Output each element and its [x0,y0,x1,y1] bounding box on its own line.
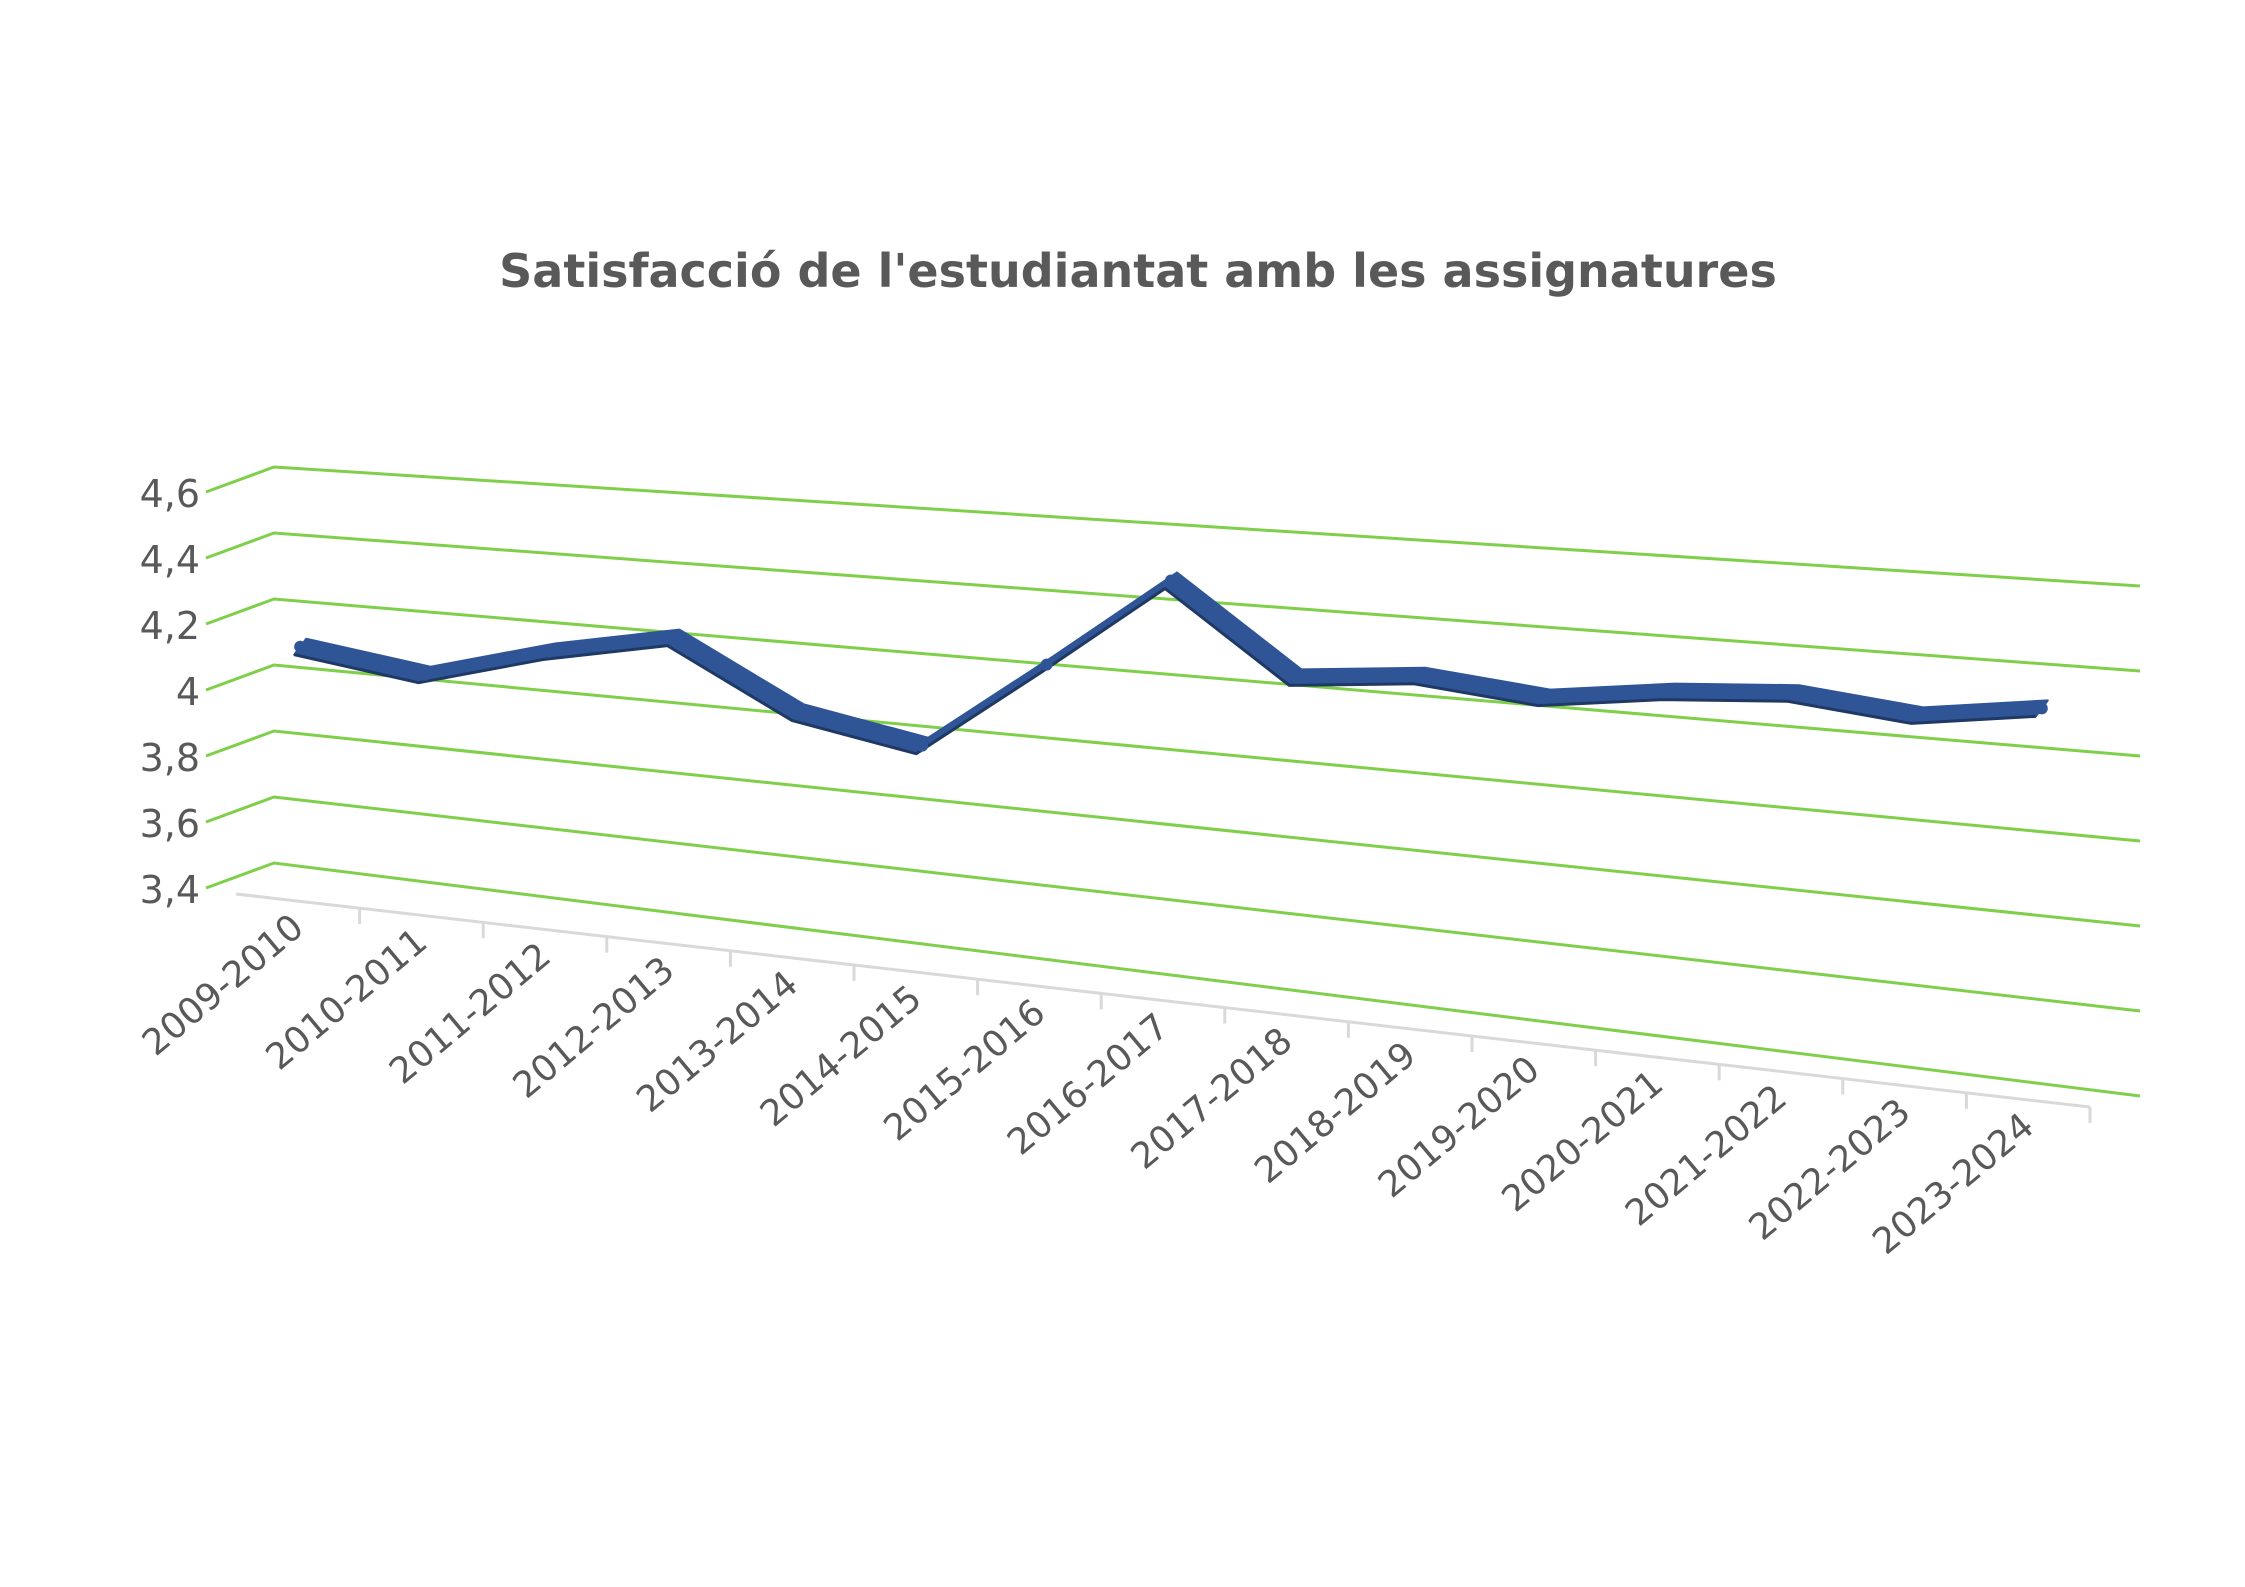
gridline [205,663,2141,843]
x-axis [235,892,2092,1123]
y-tick-label: 4,2 [140,604,200,648]
data-point [1413,669,1426,682]
gridline [205,795,2141,1013]
gridline [205,465,2141,588]
y-axis: 3,4 3,6 3,8 4 4,2 4,4 4,6 [140,472,200,912]
y-tick-label: 4 [176,670,200,714]
series-line [293,587,2036,756]
data-point [1289,671,1302,684]
y-tick-label: 3,4 [140,868,200,912]
gridline [205,531,2141,673]
grid [205,465,2141,1098]
gridline [205,597,2141,758]
data-point [1040,658,1053,671]
data-point [667,631,680,644]
x-axis-line [235,892,2091,1109]
data-point [916,739,929,752]
data-point [418,668,431,681]
gridline [205,861,2141,1098]
gridline [205,729,2141,928]
data-point [1787,687,1799,700]
data-point [791,706,804,719]
y-tick-label: 3,6 [140,802,200,846]
data-point [543,645,555,658]
data-point [1165,574,1177,587]
data-point [1538,691,1551,704]
y-tick-label: 4,4 [140,538,200,582]
data-point [294,640,307,653]
y-tick-label: 3,8 [140,736,200,780]
data-point [2035,702,2048,715]
chart-title: Satisfacció de l'estudiantat amb les ass… [499,244,1777,298]
x-axis-labels: 2009-20102010-20112011-20122012-20132013… [135,907,2042,1263]
data-series [293,571,2049,756]
data-point [1911,709,1924,722]
data-point [1662,685,1675,698]
y-tick-label: 4,6 [140,472,200,516]
